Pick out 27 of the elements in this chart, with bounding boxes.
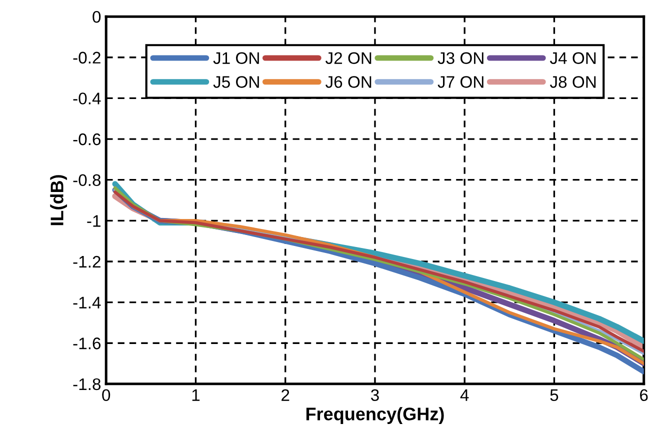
y-tick-label: -1 [87, 215, 100, 227]
legend-label: J8 ON [550, 76, 596, 88]
x-tick-label: 5 [550, 389, 558, 402]
x-tick-label: 0 [102, 389, 110, 402]
legend-label: J6 ON [326, 76, 372, 88]
legend-label: J1 ON [213, 52, 259, 64]
y-tick-label: -0.8 [73, 174, 101, 186]
x-tick-label: 3 [370, 389, 379, 402]
y-tick-label: -1.6 [73, 338, 101, 350]
y-tick-label: -1.8 [73, 378, 101, 390]
y-tick-label: -1.2 [73, 256, 100, 268]
y-tick-label: -0.6 [73, 133, 101, 146]
x-tick-label: 6 [640, 389, 648, 402]
legend-label: J4 ON [550, 52, 596, 64]
legend-label: J7 ON [438, 76, 484, 88]
y-tick-label: -0.2 [73, 52, 100, 64]
legend-label: J5 ON [213, 76, 259, 88]
y-tick-label: -1.4 [73, 296, 101, 308]
x-axis-title: Frequency(GHz) [306, 407, 444, 424]
legend-label: J2 ON [326, 52, 372, 64]
legend-label: J3 ON [438, 52, 484, 64]
x-tick-label: 1 [192, 389, 200, 401]
x-tick-label: 2 [282, 389, 290, 401]
y-tick-label: 0 [92, 10, 101, 23]
y-axis-title: IL(dB) [50, 175, 67, 226]
y-tick-label: -0.4 [73, 92, 101, 104]
x-tick-label: 4 [460, 389, 469, 401]
